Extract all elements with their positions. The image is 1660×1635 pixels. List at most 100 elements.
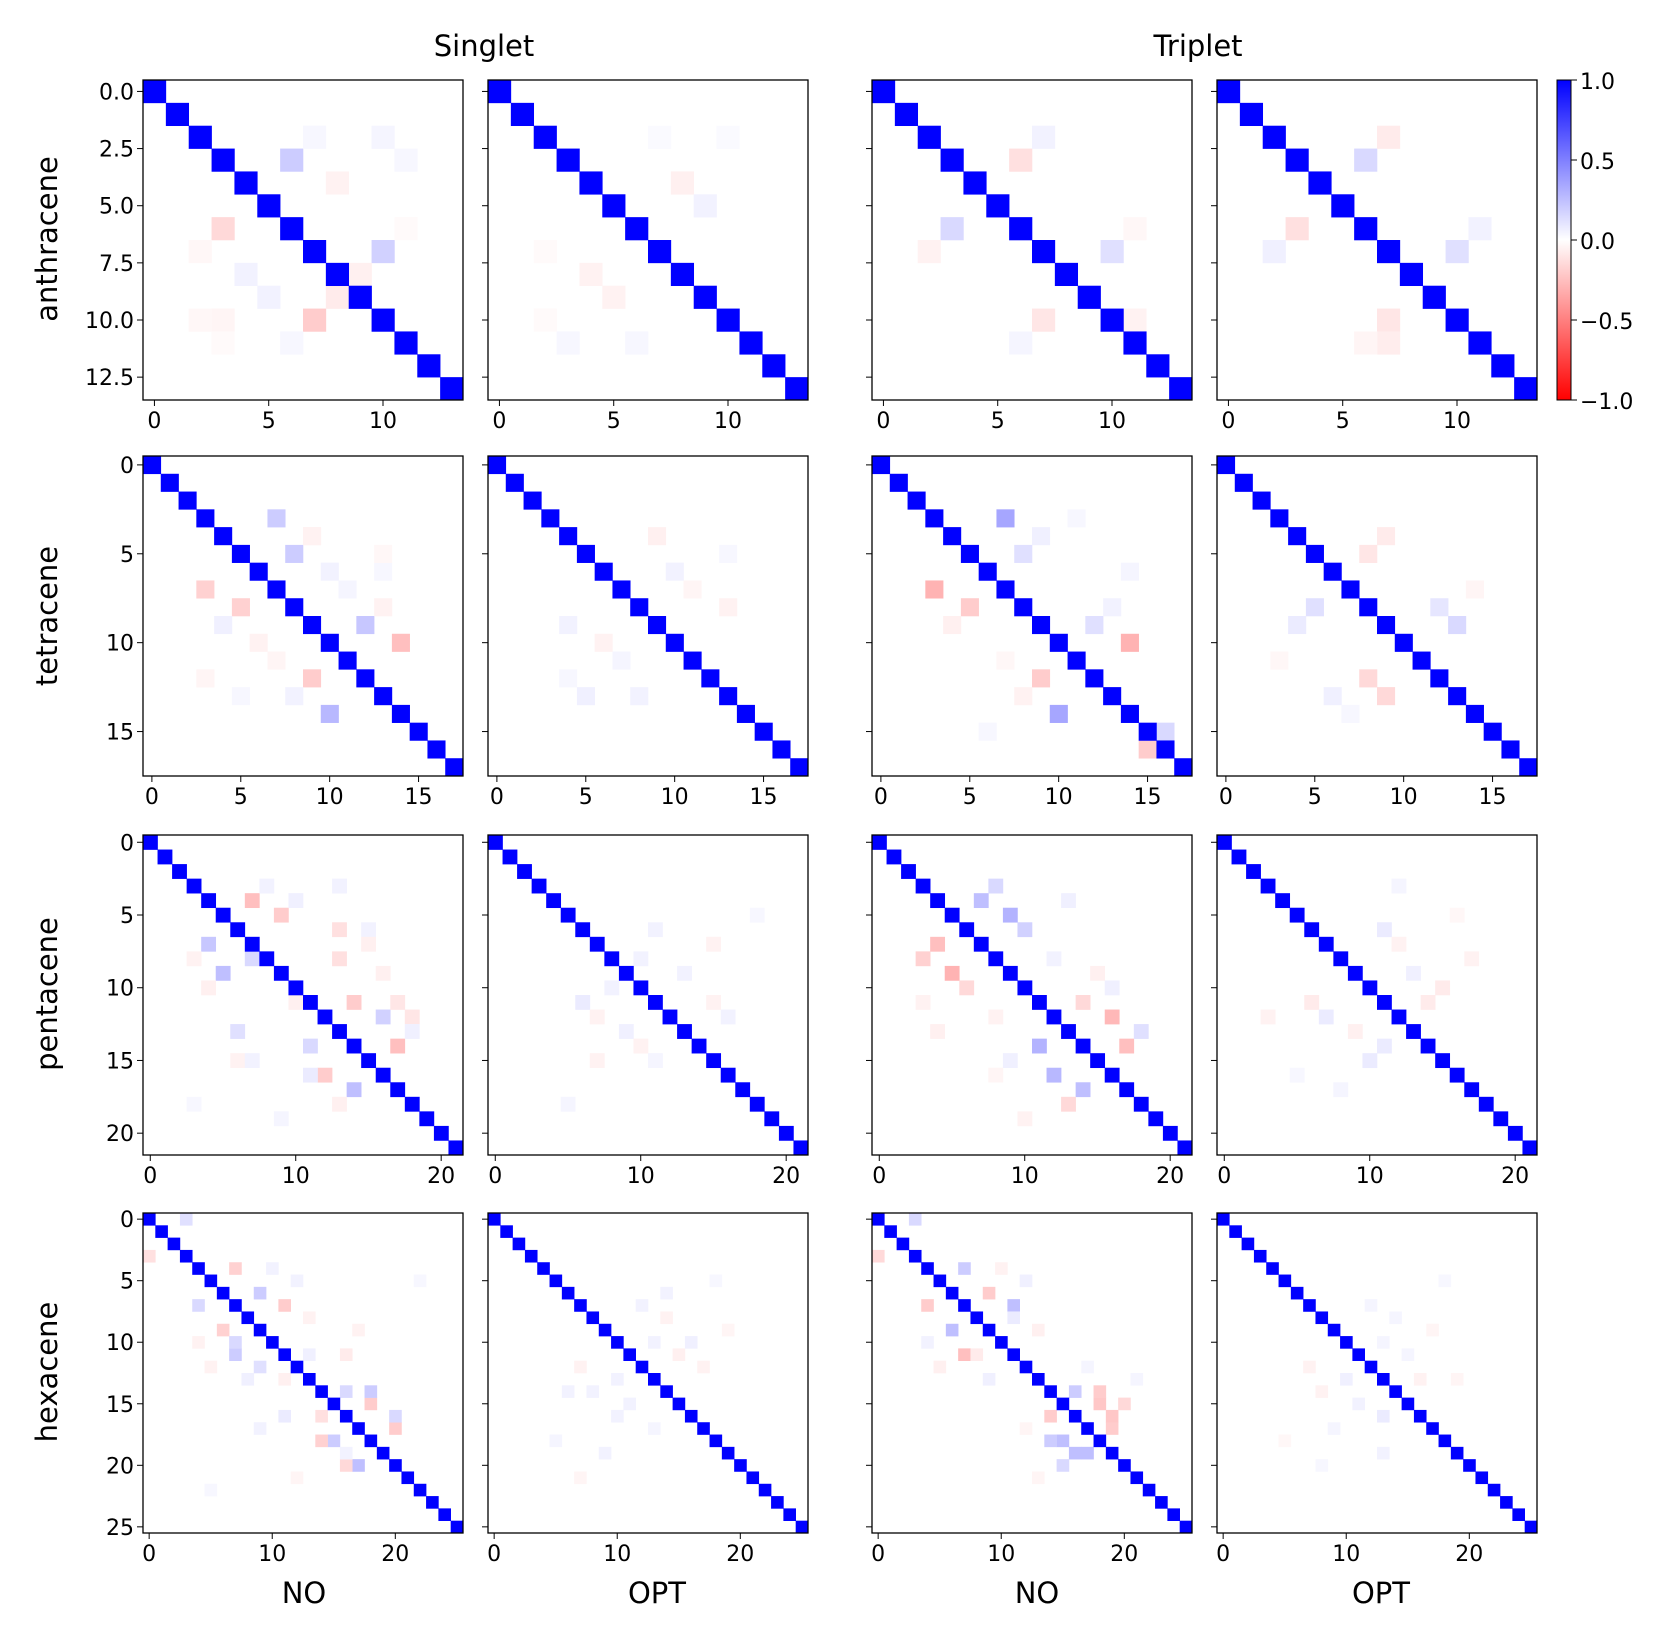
heatmap-cell (390, 1038, 406, 1054)
heatmap-diagonal-cell (427, 740, 446, 759)
heatmap-diagonal-cell (214, 527, 233, 546)
heatmap-cell (374, 544, 393, 563)
heatmap-diagonal-cell (500, 1225, 513, 1238)
heatmap-cell (598, 1446, 612, 1460)
heatmap-diagonal-cell (253, 1323, 267, 1337)
heatmap-cell (633, 951, 649, 967)
heatmap-cell (375, 965, 391, 981)
column-label-triplet-opt: OPT (1352, 1576, 1410, 1610)
heatmap-cell (533, 308, 557, 332)
y-tick-label: 10 (106, 632, 134, 657)
heatmap-diagonal-cell (143, 1213, 156, 1226)
heatmap-diagonal-cell (1217, 835, 1232, 850)
heatmap-diagonal-cell (186, 878, 202, 894)
heatmap-frame (142, 834, 464, 1156)
heatmap-diagonal-cell (1056, 1397, 1070, 1411)
heatmap-cell (958, 1262, 971, 1275)
heatmap-cell (672, 1348, 686, 1361)
heatmap-frame (871, 1212, 1193, 1534)
heatmap-cell (1032, 308, 1056, 332)
heatmap-cell (1377, 125, 1401, 149)
heatmap-cell (594, 633, 613, 652)
heatmap-diagonal-cell (167, 1237, 181, 1251)
heatmap-cell (244, 893, 260, 909)
heatmap-diagonal-cell (352, 1422, 365, 1435)
heatmap-cell (230, 1053, 246, 1069)
heatmap-cell (1049, 704, 1068, 723)
heatmap-cell (1406, 965, 1421, 981)
heatmap-cell (1354, 148, 1378, 172)
heatmap-diagonal-cell (231, 544, 250, 563)
heatmap-diagonal-cell (1138, 722, 1157, 741)
heatmap-diagonal-cell (1260, 878, 1276, 894)
x-tick-label: 0 (874, 785, 888, 810)
heatmap-diagonal-cell (1032, 995, 1047, 1010)
heatmap-diagonal-cell (889, 473, 908, 492)
heatmap-diagonal-cell (546, 893, 562, 909)
heatmap-diagonal-cell (549, 1274, 563, 1288)
heatmap-diagonal-cell (1081, 1422, 1094, 1435)
heatmap-cell (960, 598, 979, 617)
heatmap-cell (1270, 651, 1289, 670)
heatmap-cell (303, 1067, 318, 1083)
colorbar-gradient (1556, 79, 1572, 401)
heatmap-diagonal-cell (1054, 262, 1079, 287)
heatmap-cell (574, 1360, 587, 1374)
heatmap-diagonal-cell (925, 509, 944, 528)
heatmap-diagonal-cell (230, 922, 246, 938)
heatmap-cell (1278, 1434, 1292, 1448)
heatmap-cell (1044, 1409, 1057, 1423)
heatmap-frame (487, 834, 809, 1156)
heatmap-frame (1216, 455, 1538, 777)
heatmap-diagonal-cell (793, 1140, 809, 1156)
heatmap-diagonal-cell (259, 951, 275, 967)
heatmap-diagonal-cell (1119, 1082, 1135, 1098)
heatmap-diagonal-cell (907, 491, 926, 510)
heatmap-cell (1105, 1409, 1119, 1423)
heatmap-cell (1285, 217, 1309, 241)
heatmap-cell (988, 1067, 1004, 1083)
heatmap-diagonal-cell (273, 965, 289, 981)
heatmap-cell (561, 1385, 575, 1398)
heatmap-cell (361, 922, 377, 938)
heatmap-diagonal-cell (559, 527, 578, 546)
heatmap-cell (1289, 1067, 1305, 1083)
heatmap-diagonal-cell (697, 1422, 710, 1435)
heatmap-cell (267, 509, 286, 528)
heatmap-cell (259, 878, 275, 894)
y-tick-label: 2.5 (99, 138, 134, 163)
heatmap-diagonal-cell (746, 1471, 760, 1485)
heatmap-diagonal-cell (1406, 1024, 1421, 1039)
heatmap-cell (706, 995, 722, 1010)
heatmap-cell (1413, 1373, 1427, 1386)
heatmap-diagonal-cell (1491, 354, 1515, 378)
heatmap-diagonal-cell (1364, 1360, 1378, 1374)
heatmap-cell (332, 878, 347, 894)
heatmap-cell (1061, 1096, 1076, 1112)
heatmap-diagonal-cell (795, 1520, 809, 1534)
heatmap-diagonal-cell (1231, 849, 1247, 865)
heatmap-diagonal-cell (684, 1409, 698, 1423)
heatmap-cell (1002, 907, 1018, 923)
heatmap-diagonal-cell (280, 217, 304, 241)
x-tick-label: 0 (487, 1542, 501, 1567)
heatmap-cell (201, 936, 217, 952)
heatmap-cell (1156, 722, 1175, 741)
heatmap-cell (611, 1373, 624, 1386)
heatmap-cell (1262, 240, 1286, 264)
heatmap-frame (1216, 1212, 1538, 1534)
heatmap-cell (1014, 544, 1033, 563)
heatmap-diagonal-cell (960, 544, 979, 563)
heatmap-diagonal-cell (594, 562, 613, 581)
x-tick-label: 20 (726, 1542, 754, 1567)
heatmap-cell (1032, 1471, 1045, 1485)
heatmap-cell (589, 1053, 605, 1069)
heatmap-diagonal-cell (448, 1140, 464, 1156)
heatmap-diagonal-cell (426, 1496, 439, 1509)
x-tick-label: 20 (381, 1542, 409, 1567)
heatmap-diagonal-cell (716, 308, 740, 332)
heatmap-diagonal-cell (1002, 965, 1018, 981)
heatmap-diagonal-cell (1347, 965, 1363, 981)
heatmap-diagonal-cell (537, 1262, 550, 1275)
heatmap-cell (611, 1409, 624, 1423)
